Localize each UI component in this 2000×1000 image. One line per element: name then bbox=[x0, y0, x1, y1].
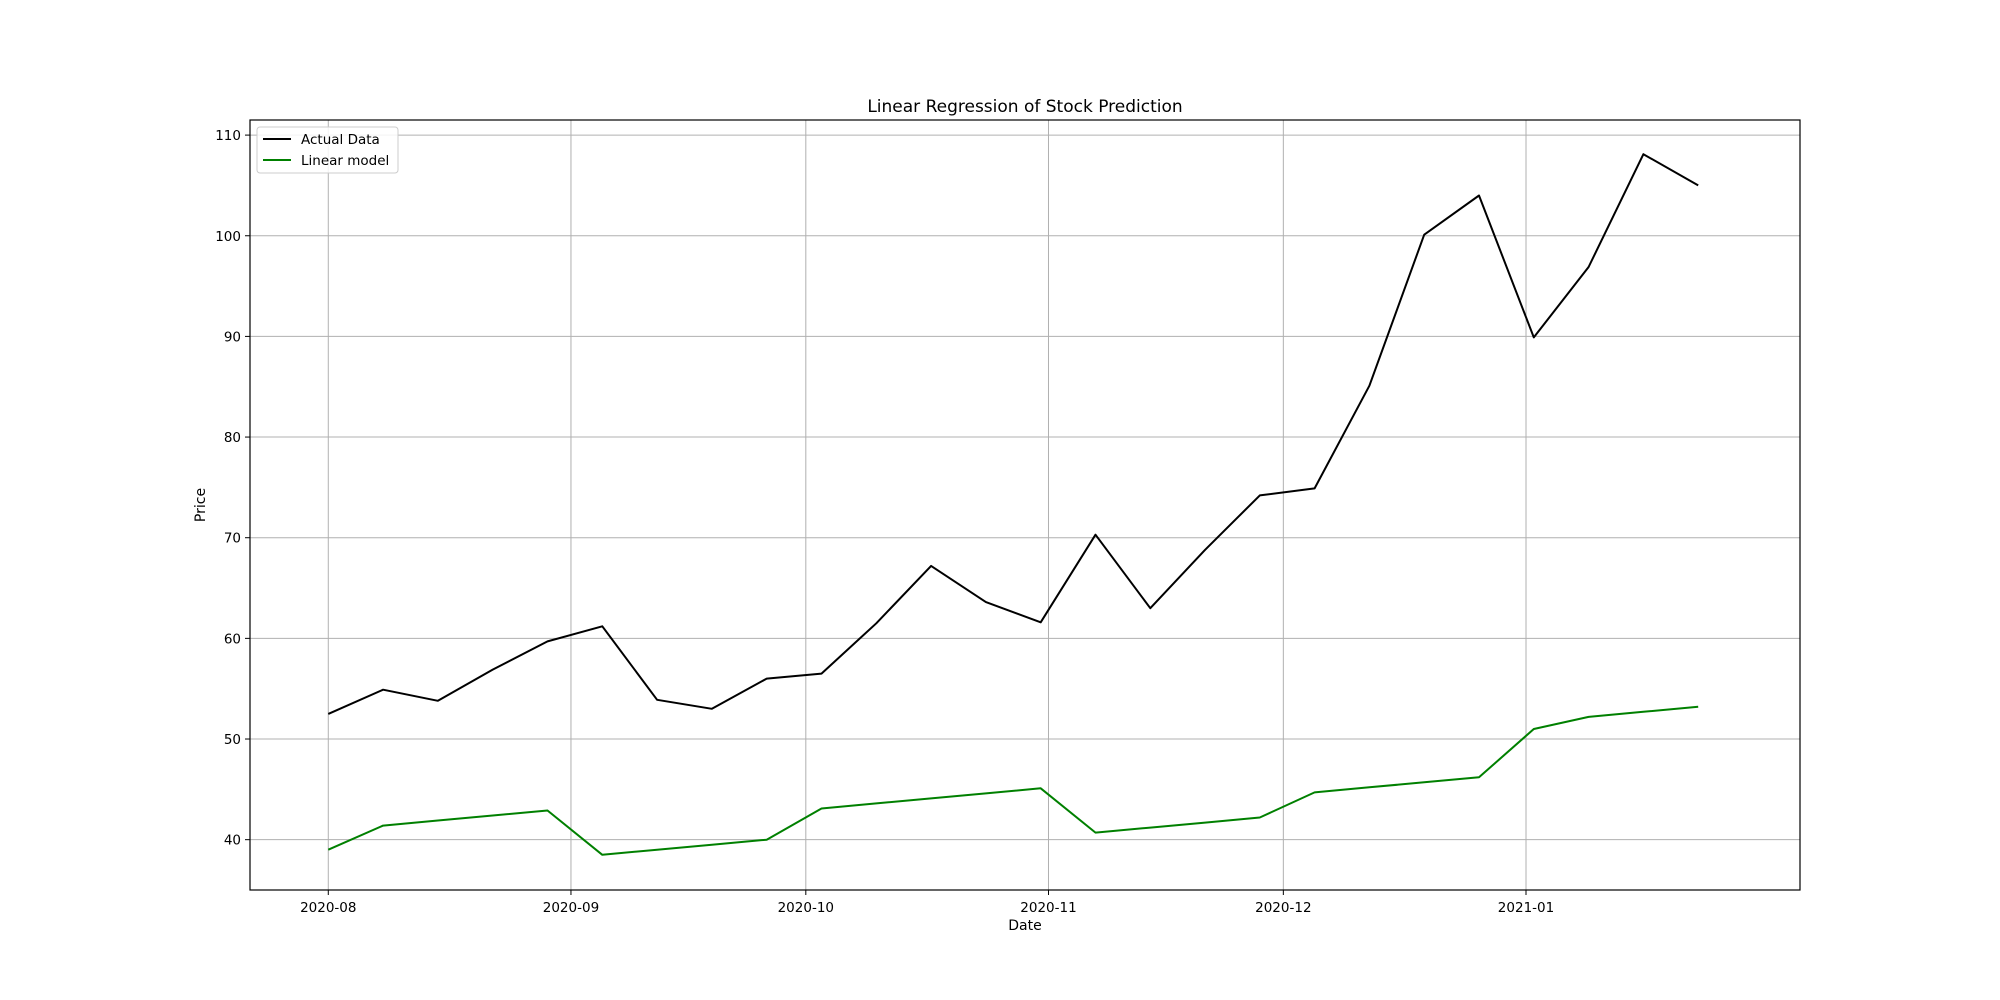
legend: Actual Data Linear model bbox=[256, 126, 399, 174]
x-tick-label: 2020-08 bbox=[300, 900, 356, 916]
y-tick-label: 60 bbox=[224, 631, 241, 647]
axis-ticks: 2020-08 2020-09 2020-10 2020-11 2020-12 2021-… bbox=[215, 128, 1554, 916]
series-line-actual-data bbox=[327, 153, 1699, 715]
x-tick-label: 2020-11 bbox=[1020, 900, 1076, 916]
chart-title: Linear Regression of Stock Prediction bbox=[867, 97, 1182, 117]
series-group bbox=[327, 153, 1699, 856]
legend-label-actual-data: Actual Data bbox=[301, 132, 380, 148]
x-tick-label: 2020-09 bbox=[543, 900, 599, 916]
x-tick-label: 2021-01 bbox=[1498, 900, 1554, 916]
series-line-linear-model bbox=[327, 705, 1699, 856]
legend-label-linear-model: Linear model bbox=[301, 153, 389, 169]
plot-area-frame bbox=[249, 119, 1801, 891]
y-tick-label: 50 bbox=[224, 732, 241, 748]
legend-box bbox=[256, 126, 399, 174]
x-tick-label: 2020-12 bbox=[1255, 900, 1311, 916]
y-tick-label: 70 bbox=[224, 531, 241, 547]
x-tick-label: 2020-10 bbox=[778, 900, 834, 916]
y-axis-label: Price bbox=[193, 488, 209, 522]
y-tick-label: 90 bbox=[224, 329, 241, 345]
grid bbox=[250, 120, 1800, 890]
y-tick-label: 40 bbox=[224, 833, 241, 849]
x-axis-label: Date bbox=[1008, 918, 1041, 934]
y-tick-label: 100 bbox=[215, 229, 241, 245]
y-tick-label: 110 bbox=[215, 128, 241, 144]
y-tick-label: 80 bbox=[224, 430, 241, 446]
